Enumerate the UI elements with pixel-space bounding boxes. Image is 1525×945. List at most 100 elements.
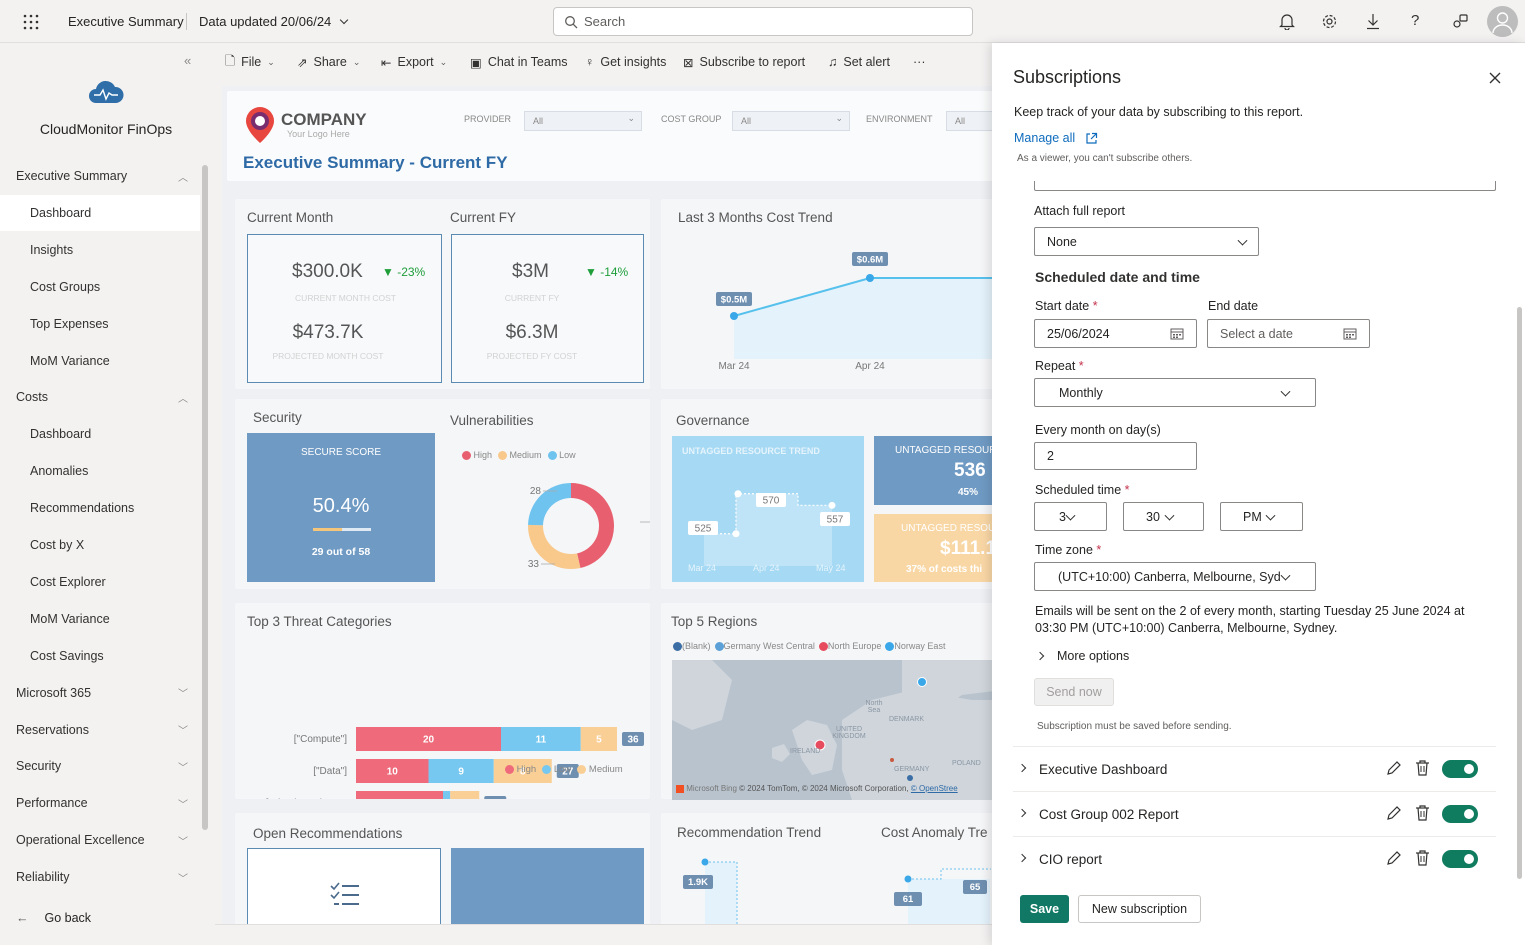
sidebar-item[interactable]: Recommendations [0, 490, 200, 526]
cost-trend-chart[interactable]: $0.5M Mar 24 $0.6M Apr 24 [661, 199, 995, 389]
edit-pencil-icon[interactable] [1386, 761, 1401, 776]
legend-entry[interactable]: Low [542, 764, 571, 775]
get-insights-button[interactable]: ♀ Get insights [585, 43, 666, 81]
sidebar-item[interactable]: MoM Variance [0, 601, 200, 637]
sidebar-item[interactable]: Performance ﹀ [0, 785, 200, 821]
sidebar-item[interactable]: Top Expenses [0, 306, 200, 342]
legend-entry[interactable]: Germany West Central [714, 641, 815, 652]
collapse-sidebar-icon[interactable]: « [184, 53, 192, 68]
notifications-icon[interactable] [1279, 13, 1295, 30]
gov-trend-point[interactable] [734, 490, 742, 498]
feedback-icon[interactable] [1452, 13, 1468, 29]
threat-bar-segment[interactable] [450, 791, 480, 799]
repeat-dropdown[interactable]: Monthly [1034, 378, 1316, 407]
timezone-dropdown[interactable]: (UTC+10:00) Canberra, Melbourne, Syd [1034, 562, 1316, 591]
hour-dropdown[interactable]: 3 [1034, 502, 1107, 531]
more-options-button[interactable]: ··· [913, 43, 926, 81]
openstreetmap-link[interactable]: © OpenStree [910, 784, 958, 793]
legend-entry[interactable]: High [462, 450, 492, 461]
report-title[interactable]: Executive Summary [68, 14, 184, 29]
vulnerabilities-donut-chart[interactable]: 533328 [450, 459, 650, 584]
sidebar-item[interactable]: Reliability ﹀ [0, 859, 200, 895]
sidebar-item[interactable]: MoM Variance [0, 343, 200, 379]
chevron-down-icon[interactable]: ﹀ [178, 726, 188, 737]
sidebar-item[interactable]: Executive Summary ︿ [0, 158, 200, 194]
delete-trash-icon[interactable] [1415, 805, 1430, 821]
trend-point[interactable] [730, 312, 738, 320]
chevron-down-icon[interactable]: ﹀ [178, 689, 188, 701]
calendar-icon[interactable] [1343, 327, 1357, 340]
sidebar-item[interactable]: Costs ︿ [0, 379, 200, 415]
recommendation-trend-chart[interactable] [661, 813, 995, 924]
panel-scrollbar[interactable] [1517, 307, 1522, 879]
chevron-down-icon[interactable]: ﹀ [178, 836, 188, 848]
gov-trend-point[interactable] [732, 530, 740, 538]
manage-all-link[interactable]: Manage all [1014, 131, 1098, 145]
threat-bar-segment[interactable] [493, 759, 552, 783]
gov-trend-point[interactable] [828, 501, 836, 509]
threat-bar-segment[interactable] [356, 791, 443, 799]
sidebar-scrollbar[interactable] [202, 165, 208, 830]
settings-gear-icon[interactable] [1321, 13, 1338, 30]
threat-bar-segment[interactable] [501, 727, 581, 751]
app-launcher-icon[interactable] [22, 13, 40, 31]
subscription-row[interactable]: CIO report [1013, 836, 1496, 881]
subscription-enabled-toggle[interactable] [1442, 760, 1478, 778]
legend-entry[interactable]: Norway East [885, 641, 945, 652]
share-menu-button[interactable]: ⇗ Share ⌄ [297, 43, 360, 81]
threat-bar-segment[interactable] [443, 791, 451, 799]
chevron-up-icon[interactable]: ︿ [178, 393, 188, 405]
legend-entry[interactable]: Medium [498, 450, 542, 461]
donut-slice[interactable] [528, 524, 581, 569]
threat-bar-segment[interactable] [580, 727, 617, 751]
donut-slice[interactable] [528, 483, 571, 526]
edit-pencil-icon[interactable] [1386, 806, 1401, 821]
chevron-down-icon[interactable]: ﹀ [178, 799, 188, 811]
sidebar-item[interactable]: Cost by X [0, 527, 200, 563]
calendar-icon[interactable] [1170, 327, 1184, 340]
legend-entry[interactable]: Low [547, 450, 576, 461]
threat-bar-segment[interactable] [356, 759, 429, 783]
legend-entry[interactable]: (Blank) [673, 641, 711, 652]
ampm-dropdown[interactable]: PM [1220, 502, 1303, 531]
cost-group-filter[interactable]: All ⌄ [732, 111, 850, 131]
chevron-up-icon[interactable]: ︿ [178, 172, 188, 184]
legend-entry[interactable]: High [505, 764, 536, 775]
avatar[interactable] [1487, 6, 1518, 37]
sidebar-item[interactable]: Microsoft 365 ﹀ [0, 675, 200, 711]
edit-pencil-icon[interactable] [1386, 851, 1401, 866]
provider-filter[interactable]: All ⌄ [524, 111, 642, 131]
attach-report-dropdown[interactable]: None [1034, 227, 1259, 256]
sidebar-item[interactable]: Anomalies [0, 453, 200, 489]
set-alert-button[interactable]: ♫ Set alert [828, 43, 890, 81]
chevron-right-icon[interactable] [1017, 853, 1027, 863]
download-icon[interactable] [1366, 13, 1380, 30]
go-back-button[interactable]: ← Go back [16, 911, 91, 925]
day-input[interactable]: 2 [1034, 442, 1197, 470]
legend-entry[interactable]: North Europe [818, 641, 881, 652]
start-date-field[interactable]: 25/06/2024 [1034, 319, 1197, 348]
subscription-enabled-toggle[interactable] [1442, 805, 1478, 823]
sidebar-item[interactable]: Reservations ﹀ [0, 712, 200, 748]
regions-map[interactable]: North Sea DENMARK UNITED KINGDOM IRELAND… [672, 660, 995, 800]
threat-bar-chart[interactable]: ["Compute"] 20 11 5 36 ["Data"] 10 9 8 27 ["Identi… [235, 603, 650, 799]
close-icon[interactable] [1488, 71, 1502, 85]
sidebar-item[interactable]: Dashboard [0, 416, 200, 452]
send-now-button[interactable]: Send now [1034, 678, 1114, 706]
sidebar-item[interactable]: Operational Excellence ﹀ [0, 822, 200, 858]
sidebar-item[interactable]: Cost Savings [0, 638, 200, 674]
help-icon[interactable]: ? [1411, 12, 1420, 29]
subscribe-button[interactable]: ⊠ Subscribe to report [683, 43, 805, 81]
sidebar-item[interactable]: Insights [0, 232, 200, 268]
environment-filter[interactable]: All [946, 111, 995, 131]
more-options-toggle[interactable]: More options [1035, 649, 1129, 663]
end-date-field[interactable]: Select a date [1207, 319, 1370, 348]
search-input[interactable]: Search [584, 14, 626, 29]
chevron-down-icon[interactable]: ﹀ [178, 873, 188, 885]
untagged-trend-chart[interactable]: 525 570 557 [672, 436, 864, 582]
threat-bar-segment[interactable] [356, 727, 501, 751]
minute-dropdown[interactable]: 30 [1123, 502, 1204, 531]
chevron-down-icon[interactable]: ﹀ [178, 762, 188, 774]
trend-point[interactable] [866, 274, 874, 282]
sidebar-item[interactable]: Security ﹀ [0, 748, 200, 784]
